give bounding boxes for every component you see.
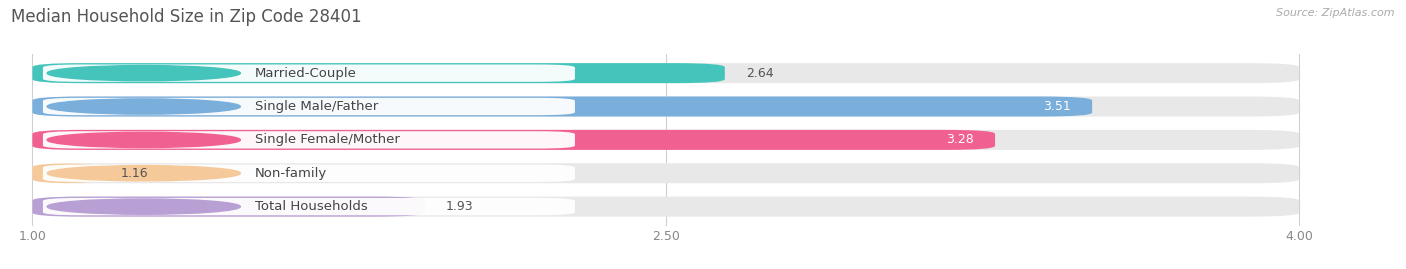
Text: 3.28: 3.28 xyxy=(946,133,974,146)
FancyBboxPatch shape xyxy=(32,163,100,183)
Circle shape xyxy=(48,99,240,114)
FancyBboxPatch shape xyxy=(32,197,425,217)
Text: Single Male/Father: Single Male/Father xyxy=(254,100,378,113)
FancyBboxPatch shape xyxy=(32,130,1299,150)
FancyBboxPatch shape xyxy=(32,197,1299,217)
FancyBboxPatch shape xyxy=(44,198,575,215)
Text: Non-family: Non-family xyxy=(254,167,328,180)
FancyBboxPatch shape xyxy=(44,65,575,82)
FancyBboxPatch shape xyxy=(32,63,725,83)
Text: Source: ZipAtlas.com: Source: ZipAtlas.com xyxy=(1277,8,1395,18)
Circle shape xyxy=(48,199,240,214)
Text: Married-Couple: Married-Couple xyxy=(254,67,357,80)
Text: 2.64: 2.64 xyxy=(747,67,773,80)
FancyBboxPatch shape xyxy=(32,97,1299,116)
Text: Median Household Size in Zip Code 28401: Median Household Size in Zip Code 28401 xyxy=(11,8,361,26)
Text: 3.51: 3.51 xyxy=(1043,100,1071,113)
FancyBboxPatch shape xyxy=(32,130,995,150)
Circle shape xyxy=(48,66,240,81)
FancyBboxPatch shape xyxy=(32,63,1299,83)
FancyBboxPatch shape xyxy=(44,131,575,148)
FancyBboxPatch shape xyxy=(44,165,575,182)
Text: 1.93: 1.93 xyxy=(446,200,474,213)
Text: Total Households: Total Households xyxy=(254,200,368,213)
Circle shape xyxy=(48,166,240,181)
Circle shape xyxy=(48,132,240,147)
Text: 1.16: 1.16 xyxy=(121,167,149,180)
FancyBboxPatch shape xyxy=(44,98,575,115)
FancyBboxPatch shape xyxy=(32,97,1092,116)
FancyBboxPatch shape xyxy=(32,163,1299,183)
Text: Single Female/Mother: Single Female/Mother xyxy=(254,133,399,146)
